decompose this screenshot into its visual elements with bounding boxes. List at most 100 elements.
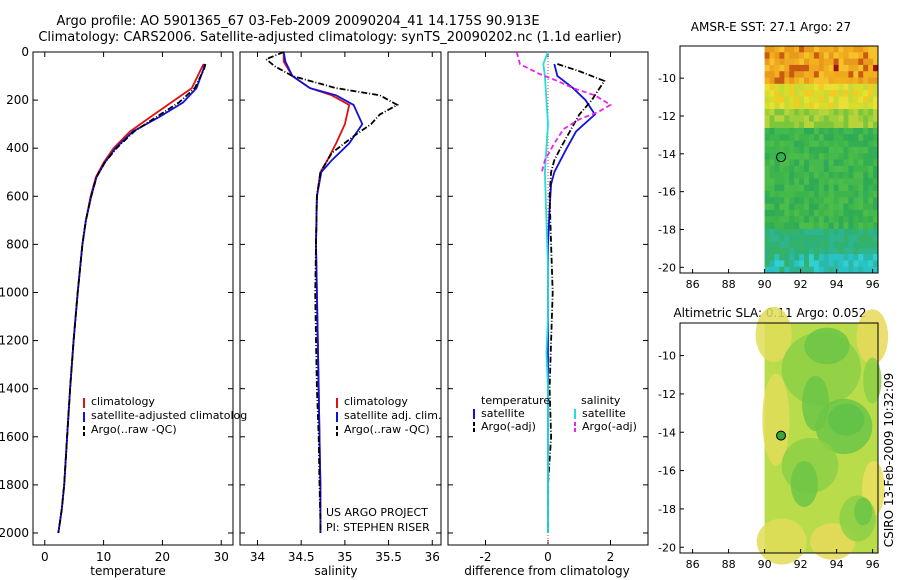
plot-area: 0 10 20 30 0 200 400 600 800 1000 1200 1400 1600 1800… [0,45,234,564]
sst-cell [774,235,780,242]
legend-label-temp-argo: Argo(-adj) [481,420,536,433]
sst-cell [843,209,849,217]
sst-cell [813,178,820,186]
sst-cell [818,134,825,141]
sst-cell [769,83,775,91]
sst-cell [873,140,879,148]
sst-cell [848,71,854,78]
sst-cell [794,216,800,223]
sst-cell [789,146,795,154]
legend-label-climatology: climatology [344,395,408,408]
sst-cell [838,109,844,116]
sst-cell [779,146,785,154]
sst-cell [808,216,815,223]
sst-cell [774,159,780,167]
x-tick-label: -2 [480,550,492,564]
x-tick-label: 2 [607,550,615,564]
sst-cell [804,260,810,268]
sst-cell [823,216,830,223]
sst-cell [858,71,864,78]
sst-cell [823,228,830,236]
sst-cell [843,184,849,192]
sst-cell [828,96,835,104]
sst-cell [848,134,854,141]
sst-cell [789,228,795,236]
sst-cell [799,222,805,230]
sst-cell [789,247,795,255]
sst-cell [833,191,839,198]
sst-cell [848,102,854,110]
y-tick-label: 2000 [0,526,29,540]
sst-cell [858,96,864,104]
sst-cell [804,146,810,154]
sst-cell [833,153,839,160]
sst-map-title: AMSR-E SST: 27.1 Argo: 27 [691,20,851,34]
sst-cell [799,146,805,154]
sst-cell [853,83,859,91]
sst-cell [808,58,815,66]
sst-cell [794,102,800,110]
sst-cell [799,52,805,60]
sst-cell [808,121,815,129]
sst-cell [769,90,775,97]
sst-cell [863,247,869,255]
sst-cell [808,209,815,217]
sst-cell [799,266,805,274]
sst-cell [784,159,790,167]
sst-cell [863,77,869,85]
sst-cell [769,102,775,110]
sst-cell [853,52,859,60]
sst-cell [833,102,839,110]
sst-cell [873,184,879,192]
sst-cell [804,64,810,72]
sst-cell [784,121,790,129]
sst-cell [789,260,795,268]
sst-cell [769,121,775,129]
legend-label-satellite: satellite adj. clim. [344,409,441,422]
argo-marker-sst [776,152,787,163]
sst-cell [764,241,770,249]
sst-cell [799,115,805,123]
sst-cell [794,159,800,167]
sst-cell [858,159,864,167]
sst-cell [764,96,770,104]
sst-cell [848,140,854,148]
legend-heading-temperature: temperature [481,394,550,407]
sst-cell [853,241,859,249]
sst-cell [873,254,879,261]
sst-cell [868,102,874,110]
sst-cell [828,90,835,97]
sst-cell [808,254,815,261]
sst-cell [863,191,869,198]
sst-cell [858,127,864,135]
sst-cell [789,209,795,217]
sst-cell [818,127,825,135]
sst-cell [858,153,864,160]
sst-cell [784,146,790,154]
sst-cell [818,96,825,104]
sst-cell [789,140,795,148]
sst-cell [804,58,810,66]
sst-cell [779,247,785,255]
sst-cell [823,241,830,249]
sst-cell [799,228,805,236]
sst-cell [858,184,864,192]
sst-cell [828,209,835,217]
sst-cell [813,146,820,154]
sst-cell [863,216,869,223]
difference-panel: -2 0 2 difference from climatology tempera… [447,51,649,578]
sst-cell [808,102,815,110]
x-tick-label: 36 [425,550,440,564]
sst-cell [868,235,874,242]
sst-cell [779,127,785,135]
sst-cell [868,64,874,72]
sst-cell [853,134,859,141]
sst-cell [868,96,874,104]
sst-cell [818,203,825,211]
sst-cell [848,146,854,154]
sst-cell [863,102,869,110]
sst-cell [843,235,849,242]
sst-cell [769,146,775,154]
sst-cell [868,203,874,211]
sst-cell [779,165,785,173]
